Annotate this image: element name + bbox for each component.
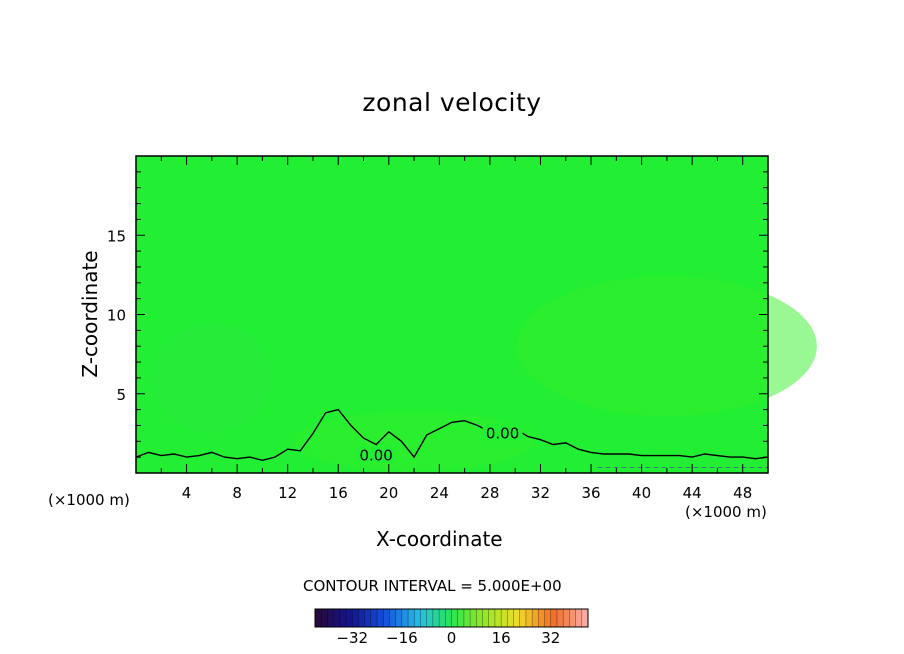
x-tick-label: 36	[581, 484, 600, 502]
x-tick-label: 32	[531, 484, 550, 502]
colorbar-cell	[569, 609, 576, 627]
y-tick-label: 15	[107, 227, 126, 245]
colorbar-cell	[513, 609, 521, 627]
colorbar-tick-label: −16	[386, 629, 418, 647]
x-tick-label: 8	[232, 484, 242, 502]
contour-label: 0.00	[486, 424, 519, 442]
contour-interval: CONTOUR INTERVAL = 5.000E+00	[303, 577, 562, 595]
colorbar-cell	[556, 609, 564, 627]
x-tick-label: 4	[182, 484, 192, 502]
colorbar-tick-label: −32	[336, 629, 368, 647]
colorbar-cell	[550, 609, 558, 627]
colorbar-cell	[333, 609, 341, 627]
colorbar-cell	[389, 609, 396, 627]
colorbar-cell	[439, 609, 446, 627]
field-shading	[294, 411, 535, 472]
x-axis-label: X-coordinate	[376, 527, 503, 551]
colorbar-cell	[321, 609, 328, 627]
x-unit-left: (×1000 m)	[48, 491, 130, 509]
colorbar-cell	[414, 609, 421, 627]
x-tick-label: 20	[379, 484, 398, 502]
colorbar-cell	[482, 609, 490, 627]
colorbar-cell	[476, 609, 483, 627]
x-tick-label: 28	[480, 484, 499, 502]
colorbar-cell	[445, 609, 452, 627]
y-tick-label: 5	[116, 386, 126, 404]
colorbar-cell	[507, 609, 514, 627]
colorbar-tick-label: 0	[447, 629, 457, 647]
colorbar-cell	[408, 609, 415, 627]
colorbar-cell	[519, 609, 527, 627]
colorbar-cell	[538, 609, 545, 627]
colorbar-cell	[339, 609, 347, 627]
contour-label-bg	[356, 446, 397, 463]
colorbar-cell	[426, 609, 434, 627]
colorbar-cell	[494, 609, 502, 627]
zero-contour-line	[135, 408, 769, 462]
colorbar-cell	[370, 609, 378, 627]
contour-label: 0.00	[359, 447, 392, 465]
colorbar-cell	[470, 609, 477, 627]
colorbar-cell	[463, 609, 471, 627]
x-tick-label: 40	[632, 484, 651, 502]
colorbar-cell	[352, 609, 359, 627]
field-shading	[516, 276, 817, 417]
colorbar-frame	[314, 608, 589, 628]
colorbar-cell	[581, 609, 589, 627]
colorbar-cell	[346, 609, 353, 627]
colorbar-cell	[544, 609, 552, 627]
colorbar-cell	[420, 609, 427, 627]
colorbar-tick-label: 32	[541, 629, 560, 647]
colorbar-cell	[563, 609, 570, 627]
x-tick-label: 24	[430, 484, 449, 502]
colorbar-cell	[532, 609, 539, 627]
x-unit-right: (×1000 m)	[685, 503, 767, 521]
x-tick-label: 44	[683, 484, 702, 502]
contour-label-bg	[482, 424, 523, 441]
colorbar-cell	[451, 609, 459, 627]
chart-title: zonal velocity	[362, 88, 542, 117]
colorbar-cell	[575, 609, 583, 627]
colorbar-cell	[457, 609, 465, 627]
colorbar-cell	[383, 609, 390, 627]
colorbar-cell	[395, 609, 403, 627]
colorbar-cell	[315, 609, 322, 627]
colorbar-cell	[377, 609, 384, 627]
colorbar-cell	[501, 609, 508, 627]
colorbar-cell	[358, 609, 365, 627]
colorbar-cell	[432, 609, 440, 627]
field-shading	[151, 322, 272, 433]
x-tick-label: 16	[329, 484, 348, 502]
colorbar-cell	[327, 609, 334, 627]
x-tick-label: 12	[278, 484, 297, 502]
colorbar-cell	[364, 609, 372, 627]
x-tick-label: 48	[733, 484, 752, 502]
y-tick-label: 10	[107, 307, 126, 325]
colorbar-cell	[488, 609, 496, 627]
colorbar-cell	[401, 609, 409, 627]
colorbar-cell	[525, 609, 533, 627]
colorbar-tick-label: 16	[492, 629, 511, 647]
